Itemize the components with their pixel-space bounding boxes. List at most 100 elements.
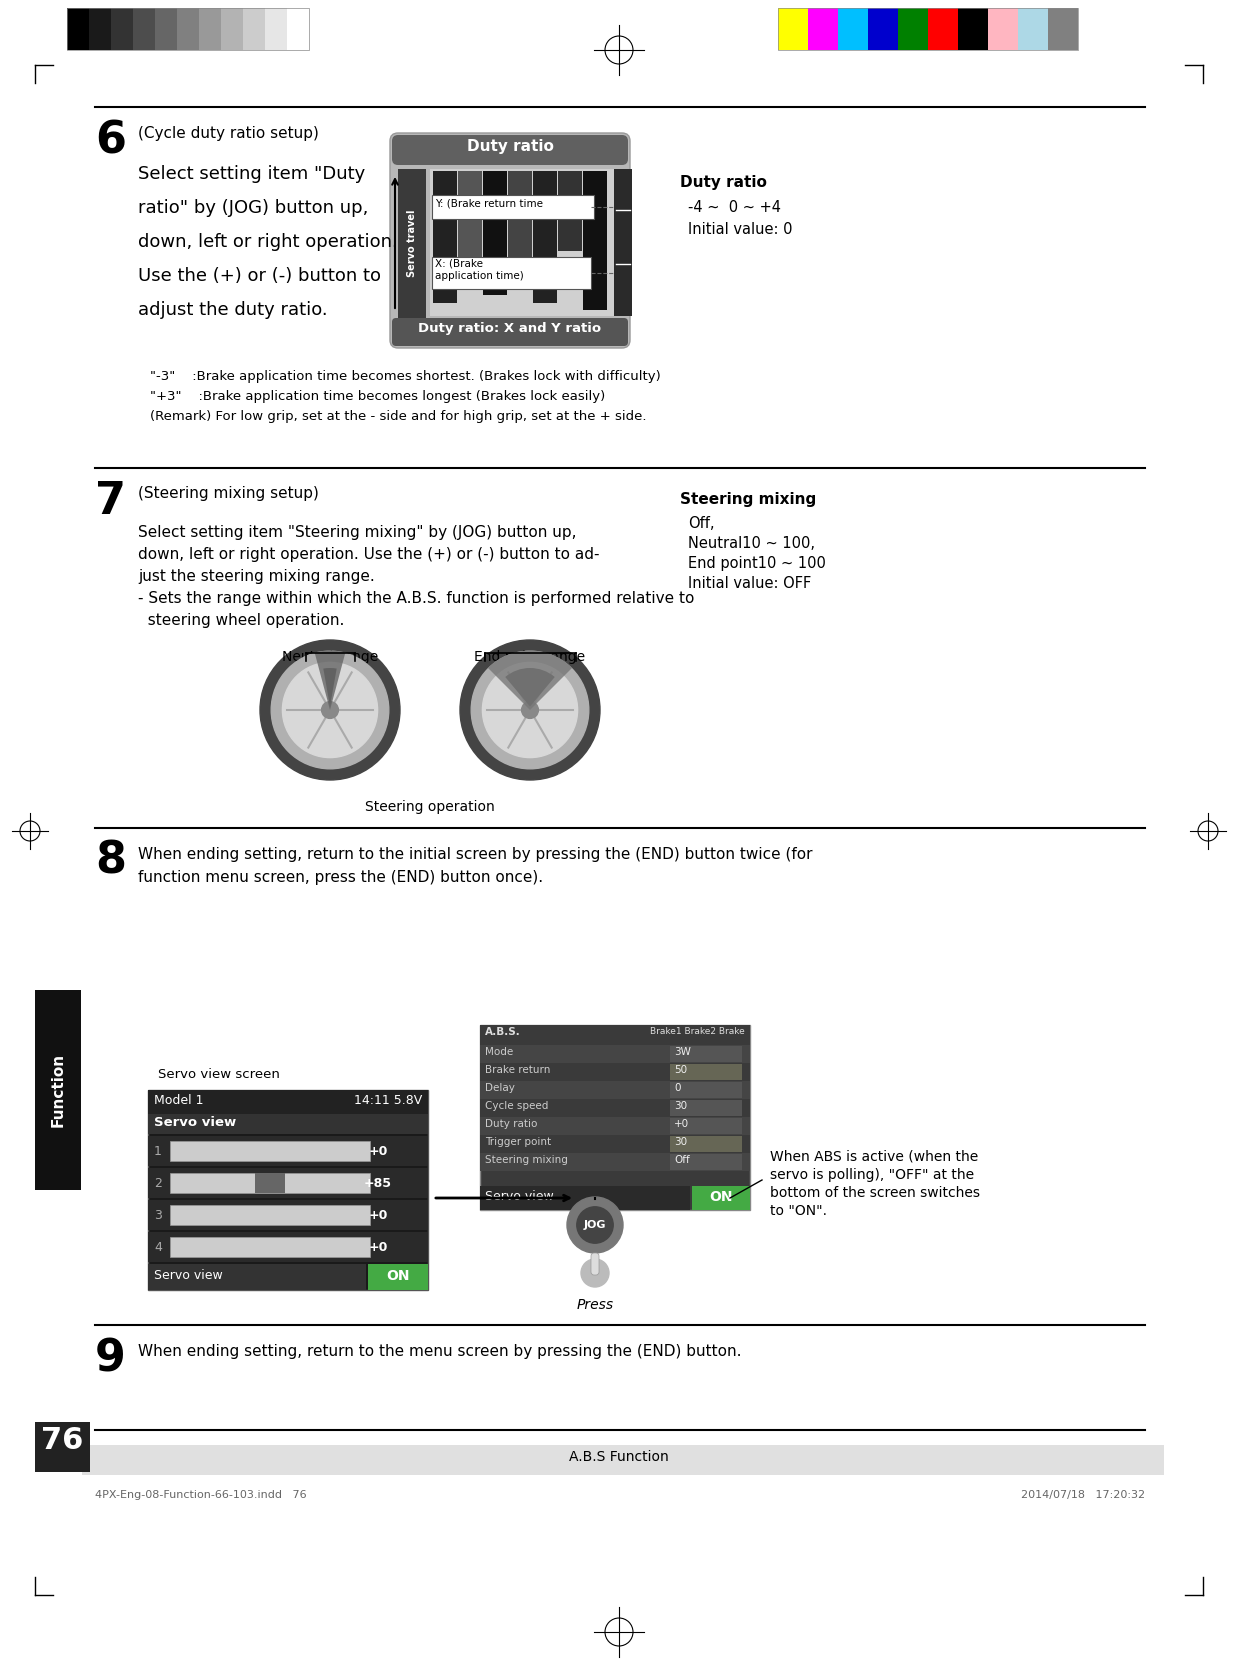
Bar: [670, 1064, 742, 1080]
Text: A.B.S.: A.B.S.: [485, 1027, 521, 1037]
Text: 4: 4: [154, 1242, 162, 1255]
Bar: [480, 1153, 750, 1172]
Bar: [480, 1080, 750, 1099]
Bar: [838, 8, 868, 50]
Bar: [928, 8, 958, 50]
Bar: [430, 170, 614, 316]
Text: Neutral range: Neutral range: [282, 650, 378, 665]
Text: 6: 6: [95, 120, 126, 163]
Circle shape: [521, 701, 539, 718]
Text: function menu screen, press the (END) button once).: function menu screen, press the (END) bu…: [137, 869, 543, 884]
Text: application time): application time): [435, 271, 524, 281]
Bar: [483, 171, 508, 294]
Bar: [670, 1100, 742, 1115]
Text: Steering mixing: Steering mixing: [485, 1155, 568, 1165]
Bar: [149, 1114, 428, 1133]
Text: Servo view screen: Servo view screen: [158, 1069, 280, 1080]
Text: servo is polling), "OFF" at the: servo is polling), "OFF" at the: [770, 1168, 974, 1182]
Text: +85: +85: [364, 1177, 392, 1190]
Wedge shape: [314, 650, 345, 710]
Text: Brake return: Brake return: [485, 1065, 551, 1075]
Bar: [199, 8, 222, 50]
Text: Duty ratio: Duty ratio: [680, 175, 766, 189]
Text: Off: Off: [673, 1155, 690, 1165]
Text: Duty ratio: Duty ratio: [467, 140, 553, 155]
Bar: [170, 1237, 370, 1256]
Bar: [670, 1082, 742, 1099]
Bar: [508, 171, 532, 266]
Bar: [243, 8, 265, 50]
Text: 30: 30: [673, 1100, 687, 1110]
Text: Servo travel: Servo travel: [407, 209, 417, 278]
Bar: [149, 1090, 428, 1290]
Circle shape: [472, 652, 589, 770]
Text: Initial value: OFF: Initial value: OFF: [688, 577, 811, 592]
Bar: [149, 1200, 428, 1230]
Bar: [480, 1099, 750, 1117]
Text: Function: Function: [51, 1054, 66, 1127]
Text: When ABS is active (when the: When ABS is active (when the: [770, 1150, 978, 1163]
Circle shape: [282, 663, 378, 758]
Bar: [777, 8, 808, 50]
FancyBboxPatch shape: [392, 135, 628, 165]
Bar: [149, 1137, 428, 1167]
Bar: [149, 1232, 428, 1261]
Bar: [670, 1153, 742, 1170]
Circle shape: [577, 1207, 613, 1243]
Bar: [222, 8, 243, 50]
Bar: [988, 8, 1018, 50]
Bar: [480, 1117, 750, 1135]
Bar: [670, 1045, 742, 1062]
Text: Cycle speed: Cycle speed: [485, 1100, 548, 1110]
Text: to "ON".: to "ON".: [770, 1203, 827, 1218]
Bar: [433, 171, 457, 302]
Bar: [1049, 8, 1078, 50]
Text: Servo view: Servo view: [154, 1270, 223, 1281]
Text: "-3"    :Brake application time becomes shortest. (Brakes lock with difficulty): "-3" :Brake application time becomes sho…: [150, 371, 661, 382]
Bar: [111, 8, 132, 50]
Bar: [170, 1205, 370, 1225]
Text: 2: 2: [154, 1177, 162, 1190]
Text: Servo view: Servo view: [485, 1190, 553, 1203]
Text: 1: 1: [154, 1145, 162, 1158]
Bar: [614, 170, 633, 316]
Bar: [480, 1064, 750, 1080]
Text: A.B.S Function: A.B.S Function: [569, 1449, 669, 1464]
Text: Select setting item "Duty: Select setting item "Duty: [137, 165, 365, 183]
Text: +0: +0: [369, 1208, 387, 1222]
Wedge shape: [505, 668, 555, 706]
Circle shape: [581, 1260, 609, 1286]
Bar: [67, 8, 310, 50]
Bar: [480, 1135, 750, 1153]
Text: 4PX-Eng-08-Function-66-103.indd   76: 4PX-Eng-08-Function-66-103.indd 76: [95, 1491, 307, 1501]
Bar: [170, 1173, 370, 1193]
Bar: [67, 8, 89, 50]
Circle shape: [322, 701, 338, 718]
Bar: [458, 171, 482, 281]
Bar: [149, 1265, 366, 1290]
Text: -4 ~  0 ~ +4: -4 ~ 0 ~ +4: [688, 199, 781, 214]
Bar: [777, 8, 1078, 50]
Bar: [287, 8, 310, 50]
Text: ON: ON: [709, 1190, 733, 1203]
Text: 3W: 3W: [673, 1047, 691, 1057]
Text: X: (Brake: X: (Brake: [435, 259, 483, 269]
Text: 76: 76: [41, 1426, 83, 1454]
Text: Y: (Brake return time: Y: (Brake return time: [435, 198, 543, 208]
Text: +0: +0: [369, 1145, 387, 1158]
Text: Steering operation: Steering operation: [365, 799, 495, 814]
Text: 3: 3: [154, 1208, 162, 1222]
Text: 8: 8: [95, 839, 126, 883]
Bar: [480, 1025, 750, 1210]
Circle shape: [461, 640, 600, 779]
Bar: [958, 8, 988, 50]
Text: ratio" by (JOG) button up,: ratio" by (JOG) button up,: [137, 199, 369, 218]
Bar: [170, 1142, 370, 1162]
Text: steering wheel operation.: steering wheel operation.: [137, 613, 344, 628]
Text: End point range: End point range: [474, 650, 586, 665]
Text: - Sets the range within which the A.B.S. function is performed relative to: - Sets the range within which the A.B.S.…: [137, 592, 695, 607]
Text: Steering mixing: Steering mixing: [680, 492, 816, 507]
Text: Initial value: 0: Initial value: 0: [688, 223, 792, 238]
Bar: [692, 1187, 750, 1210]
Circle shape: [567, 1197, 623, 1253]
